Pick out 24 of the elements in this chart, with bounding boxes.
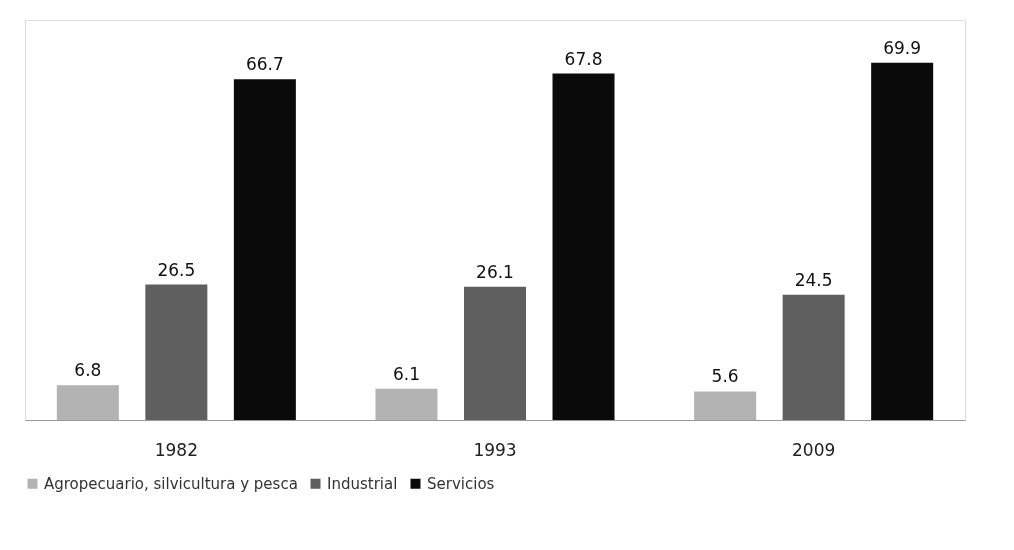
data-label: 24.5 — [794, 269, 833, 290]
bar — [464, 286, 526, 420]
bar — [56, 385, 119, 420]
legend-label: Servicios — [427, 474, 495, 493]
legend-label: Industrial — [327, 474, 398, 493]
bar — [375, 388, 438, 420]
bar — [694, 391, 757, 420]
data-label: 66.7 — [245, 54, 284, 75]
data-label: 6.8 — [74, 360, 102, 381]
data-label: 69.9 — [883, 37, 922, 58]
x-tick-label: 2009 — [792, 439, 836, 460]
data-label: 67.8 — [564, 48, 603, 69]
x-tick-label: 1982 — [154, 439, 198, 460]
bar — [145, 284, 208, 420]
x-tick-label: 1993 — [473, 439, 517, 460]
data-label: 26.5 — [157, 259, 196, 280]
data-label: 5.6 — [711, 366, 739, 387]
bar — [552, 73, 615, 420]
bar — [233, 79, 296, 420]
bar — [782, 294, 845, 420]
legend-label: Agropecuario, silvicultura y pesca — [44, 474, 298, 493]
data-label: 26.1 — [476, 261, 514, 282]
data-label: 6.1 — [392, 363, 421, 384]
bar — [871, 62, 934, 420]
